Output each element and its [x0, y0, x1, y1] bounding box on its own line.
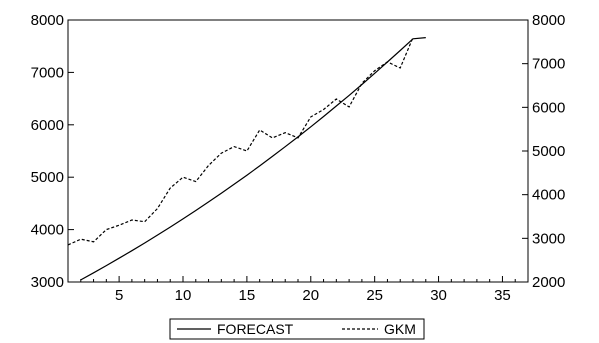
legend-gkm-label: GKM	[384, 321, 416, 337]
right-tick-label: 8000	[532, 12, 565, 29]
left-tick-label: 8000	[31, 12, 64, 29]
left-tick-label: 5000	[31, 169, 64, 186]
right-tick-label: 5000	[532, 143, 565, 160]
left-tick-label: 4000	[31, 222, 64, 239]
x-tick-label: 25	[366, 287, 383, 304]
right-tick-label: 3000	[532, 230, 565, 247]
x-tick-label: 20	[302, 287, 319, 304]
left-y-axis: 3000 4000 5000 6000 7000 8000	[31, 12, 74, 291]
x-tick-label: 5	[115, 287, 123, 304]
series-gkm-line	[67, 37, 414, 246]
x-tick-label: 15	[239, 287, 256, 304]
x-tick-label: 30	[430, 287, 447, 304]
legend-forecast-label: FORECAST	[217, 321, 294, 337]
series-layer	[67, 37, 426, 281]
right-y-axis: 2000 3000 4000 5000 6000 7000 8000	[522, 12, 565, 291]
plot-frame	[67, 19, 529, 283]
right-tick-label: 6000	[532, 99, 565, 116]
left-tick-label: 7000	[31, 64, 64, 81]
right-tick-label: 2000	[532, 274, 565, 291]
x-tick-label: 35	[494, 287, 511, 304]
x-axis: 5 10 15 20 25 30 35	[67, 276, 529, 304]
series-forecast-line	[80, 37, 426, 281]
legend-box	[169, 318, 425, 340]
legend: FORECAST GKM	[169, 318, 425, 340]
right-tick-label: 7000	[532, 56, 565, 73]
left-tick-label: 6000	[31, 117, 64, 134]
right-tick-label: 4000	[532, 187, 565, 204]
x-tick-label: 10	[175, 287, 192, 304]
left-tick-label: 3000	[31, 274, 64, 291]
